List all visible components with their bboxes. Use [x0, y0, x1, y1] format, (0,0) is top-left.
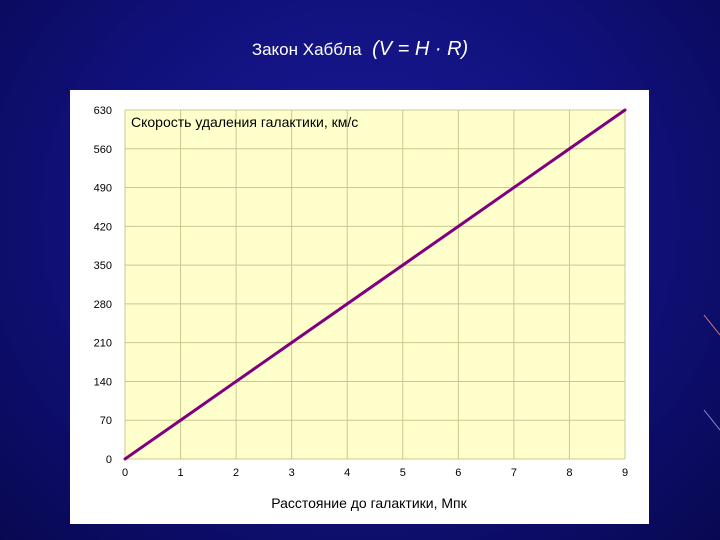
- decor-line: [703, 409, 720, 431]
- data-point: [567, 147, 571, 151]
- data-point: [179, 418, 183, 422]
- x-tick-label: 7: [511, 467, 517, 479]
- data-point: [623, 108, 627, 112]
- y-tick-label: 140: [94, 376, 112, 388]
- gridlines: [124, 109, 626, 460]
- x-tick-label: 9: [622, 467, 628, 479]
- data-point: [401, 263, 405, 267]
- title-formula: (V = H · R): [372, 38, 469, 60]
- x-tick-label: 5: [400, 467, 406, 479]
- y-tick-label: 210: [94, 338, 112, 350]
- data-point: [123, 457, 127, 461]
- slide-title: Закон Хаббла (V = H · R): [0, 38, 720, 61]
- y-tick-label: 560: [94, 144, 112, 156]
- series-line: [124, 108, 626, 461]
- x-axis-label: Расстояние до галактики, Мпк: [271, 495, 467, 511]
- y-tick-label: 280: [94, 299, 112, 311]
- series-layer: [123, 108, 627, 461]
- data-point: [290, 341, 294, 345]
- x-tick-label: 4: [344, 467, 350, 479]
- x-tick-label: 0: [122, 467, 128, 479]
- data-point: [234, 379, 238, 383]
- data-point: [345, 302, 349, 306]
- tick-labels: 0 1 2 3 4 5 6 7 8 9 0 70 140 210 280 350 420 490 560 630: [94, 105, 628, 479]
- y-tick-label: 0: [106, 454, 112, 466]
- x-tick-label: 6: [455, 467, 461, 479]
- data-point: [456, 224, 460, 228]
- decor-line: [703, 314, 720, 336]
- data-point: [512, 186, 516, 190]
- y-axis-label: Скорость удаления галактики, км/с: [131, 114, 358, 130]
- x-tick-label: 2: [233, 467, 239, 479]
- x-tick-label: 1: [177, 467, 183, 479]
- x-tick-label: 8: [566, 467, 572, 479]
- y-tick-label: 350: [94, 260, 112, 272]
- y-tick-label: 420: [94, 221, 112, 233]
- y-tick-label: 490: [94, 183, 112, 195]
- chart-panel: 0 1 2 3 4 5 6 7 8 9 0 70 140 210 280 350 420 490 560 630 Ск…: [70, 90, 649, 524]
- corner-decoration: [703, 314, 720, 431]
- y-tick-label: 630: [94, 105, 112, 117]
- x-tick-label: 3: [289, 467, 295, 479]
- title-text: Закон Хаббла: [251, 40, 362, 59]
- chart-svg: 0 1 2 3 4 5 6 7 8 9 0 70 140 210 280 350 420 490 560 630 Ск…: [94, 105, 628, 511]
- y-tick-label: 70: [100, 415, 112, 427]
